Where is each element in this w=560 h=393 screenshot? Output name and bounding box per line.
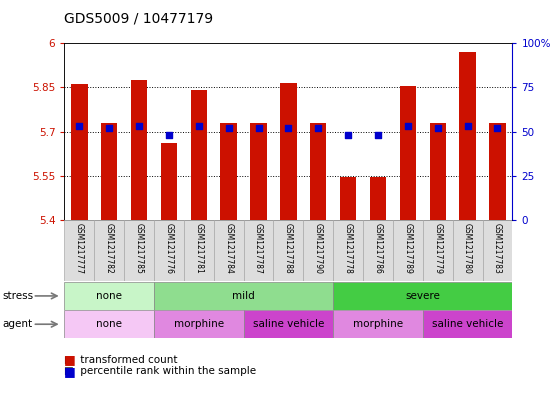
Text: GSM1217778: GSM1217778 [344, 223, 353, 274]
Point [403, 123, 412, 130]
Bar [214, 220, 244, 281]
Text: morphine: morphine [174, 319, 224, 329]
Point [105, 125, 114, 131]
Text: GSM1217782: GSM1217782 [105, 223, 114, 274]
Point [134, 123, 143, 130]
Bar [244, 220, 273, 281]
Bar [124, 220, 154, 281]
Bar [400, 86, 416, 220]
Bar [154, 282, 333, 310]
Text: stress: stress [3, 291, 34, 301]
Bar [452, 220, 483, 281]
Bar [184, 220, 214, 281]
Text: mild: mild [232, 291, 255, 301]
Text: GSM1217784: GSM1217784 [224, 223, 233, 274]
Text: GSM1217785: GSM1217785 [134, 223, 143, 274]
Point [194, 123, 203, 130]
Bar [310, 123, 326, 220]
Bar [221, 123, 237, 220]
Text: ■  percentile rank within the sample: ■ percentile rank within the sample [64, 366, 256, 376]
Bar [154, 220, 184, 281]
Point [493, 125, 502, 131]
Text: GSM1217781: GSM1217781 [194, 223, 203, 274]
Bar [340, 177, 356, 220]
Bar [94, 220, 124, 281]
Bar [363, 220, 393, 281]
Text: GSM1217783: GSM1217783 [493, 223, 502, 274]
Text: GSM1217779: GSM1217779 [433, 223, 442, 274]
Point [344, 132, 353, 138]
Bar [483, 220, 512, 281]
Text: agent: agent [3, 319, 33, 329]
Point [165, 132, 174, 138]
Bar [101, 123, 118, 220]
Text: GSM1217789: GSM1217789 [403, 223, 412, 274]
Text: none: none [96, 319, 122, 329]
Point [75, 123, 84, 130]
Bar [161, 143, 177, 220]
Bar [244, 310, 333, 338]
Text: saline vehicle: saline vehicle [253, 319, 324, 329]
Text: saline vehicle: saline vehicle [432, 319, 503, 329]
Text: GSM1217780: GSM1217780 [463, 223, 472, 274]
Bar [190, 90, 207, 220]
Text: GSM1217777: GSM1217777 [75, 223, 84, 274]
Bar [459, 52, 476, 220]
Bar [304, 220, 333, 281]
Text: GSM1217788: GSM1217788 [284, 223, 293, 274]
Text: ■: ■ [64, 353, 76, 366]
Bar [393, 220, 423, 281]
Text: ■: ■ [64, 365, 76, 378]
Text: ■  transformed count: ■ transformed count [64, 354, 178, 365]
Text: GSM1217776: GSM1217776 [165, 223, 174, 274]
Bar [280, 83, 297, 220]
Bar [131, 80, 147, 220]
Text: GDS5009 / 10477179: GDS5009 / 10477179 [64, 11, 213, 26]
Bar [250, 123, 267, 220]
Text: GSM1217786: GSM1217786 [374, 223, 382, 274]
Bar [423, 220, 452, 281]
Bar [333, 220, 363, 281]
Bar [333, 310, 423, 338]
Bar [333, 282, 512, 310]
Text: morphine: morphine [353, 319, 403, 329]
Point [224, 125, 233, 131]
Bar [64, 220, 94, 281]
Point [254, 125, 263, 131]
Bar [64, 310, 154, 338]
Bar [71, 84, 87, 220]
Bar [370, 177, 386, 220]
Point [463, 123, 472, 130]
Bar [64, 282, 154, 310]
Text: severe: severe [405, 291, 440, 301]
Bar [430, 123, 446, 220]
Point [314, 125, 323, 131]
Point [284, 125, 293, 131]
Text: GSM1217787: GSM1217787 [254, 223, 263, 274]
Text: none: none [96, 291, 122, 301]
Bar [489, 123, 506, 220]
Point [374, 132, 382, 138]
Point [433, 125, 442, 131]
Text: GSM1217790: GSM1217790 [314, 223, 323, 274]
Bar [423, 310, 512, 338]
Bar [273, 220, 304, 281]
Bar [154, 310, 244, 338]
